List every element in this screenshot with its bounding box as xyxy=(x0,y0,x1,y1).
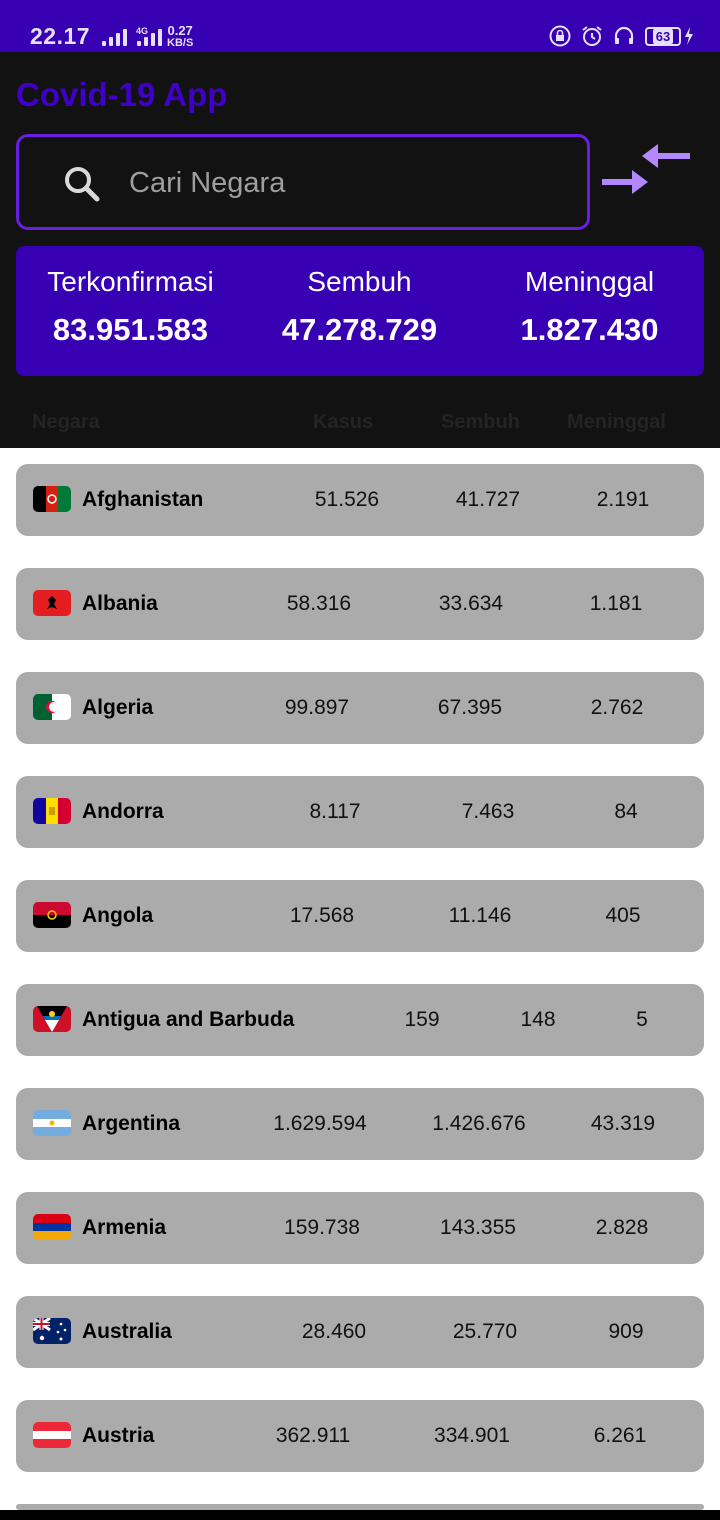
country-name: Algeria xyxy=(82,696,154,719)
table-row[interactable]: Armenia 159.738 143.355 2.828 xyxy=(16,1192,704,1264)
armenia-flag xyxy=(33,1214,71,1240)
deaths-value: 43.319 xyxy=(590,1112,656,1135)
deaths-label: Meninggal xyxy=(524,266,655,297)
deaths-value: 909 xyxy=(608,1320,644,1343)
country-name: Antigua and Barbuda xyxy=(82,1008,295,1031)
signal-icon xyxy=(102,24,127,46)
lock-icon xyxy=(549,25,571,47)
status-time: 22.17 xyxy=(30,23,91,49)
angola-flag xyxy=(33,902,71,928)
deaths-value: 5 xyxy=(636,1008,648,1031)
table-row[interactable]: Argentina 1.629.594 1.426.676 43.319 xyxy=(16,1088,704,1160)
country-name: Armenia xyxy=(82,1216,167,1239)
headphones-icon xyxy=(613,25,635,47)
cases-value: 159 xyxy=(404,1008,440,1031)
cases-value: 159.738 xyxy=(284,1216,360,1239)
recovered-value: 11.146 xyxy=(448,904,512,927)
battery-level: 63 xyxy=(652,28,674,44)
country-name: Afghanistan xyxy=(82,488,204,511)
column-header-country: Negara xyxy=(32,411,100,433)
austria-flag xyxy=(33,1422,71,1448)
recovered-label: Sembuh xyxy=(307,266,412,297)
algeria-flag xyxy=(33,694,71,720)
summary-card: Terkonfirmasi 83.951.583 Sembuh 47.278.7… xyxy=(16,246,704,376)
cases-value: 58.316 xyxy=(286,592,352,615)
andorra-flag xyxy=(33,798,71,824)
table-row-partial[interactable] xyxy=(16,1504,704,1510)
app-title: Covid-19 App xyxy=(16,76,228,113)
cases-value: 51.526 xyxy=(314,488,380,511)
network-speed-unit: KB/S xyxy=(167,37,194,49)
recovered-value: 41.727 xyxy=(455,488,521,511)
column-header-deaths: Meninggal xyxy=(567,411,666,433)
table-row[interactable]: Austria 362.911 334.901 6.261 xyxy=(16,1400,704,1472)
confirmed-label: Terkonfirmasi xyxy=(47,266,214,297)
table-row[interactable]: Albania 58.316 33.634 1.181 xyxy=(16,568,704,640)
cases-value: 8.117 xyxy=(309,800,361,823)
table-row[interactable]: Angola 17.568 11.146 405 xyxy=(16,880,704,952)
search-box[interactable] xyxy=(16,134,590,230)
antigua-flag xyxy=(33,1006,71,1032)
albania-flag xyxy=(33,590,71,616)
recovered-value: 1.426.676 xyxy=(432,1112,526,1135)
recovered-value: 47.278.729 xyxy=(281,312,438,347)
recovered-value: 25.770 xyxy=(452,1320,518,1343)
cases-value: 17.568 xyxy=(289,904,355,927)
navigation-bar xyxy=(0,1510,720,1520)
deaths-value: 6.261 xyxy=(593,1424,647,1447)
country-name: Angola xyxy=(82,904,154,927)
country-name: Australia xyxy=(82,1320,172,1343)
recovered-value: 67.395 xyxy=(437,696,503,719)
table-row[interactable]: Antigua and Barbuda 159 148 5 xyxy=(16,984,704,1056)
argentina-flag xyxy=(33,1110,71,1136)
cases-value: 28.460 xyxy=(301,1320,367,1343)
deaths-summary: Meninggal 1.827.430 xyxy=(475,266,704,348)
deaths-value: 2.191 xyxy=(596,488,650,511)
deaths-value: 405 xyxy=(605,904,641,927)
sort-button[interactable] xyxy=(600,140,694,202)
deaths-value: 1.827.430 xyxy=(520,312,659,347)
table-row[interactable]: Australia 28.460 25.770 909 xyxy=(16,1296,704,1368)
status-icons: 63 xyxy=(549,25,694,47)
cases-value: 362.911 xyxy=(275,1424,351,1447)
cases-value: 1.629.594 xyxy=(273,1112,367,1135)
deaths-value: 2.762 xyxy=(590,696,644,719)
deaths-value: 2.828 xyxy=(595,1216,649,1239)
country-name: Albania xyxy=(82,592,158,615)
country-name: Argentina xyxy=(82,1112,181,1135)
confirmed-value: 83.951.583 xyxy=(52,312,209,347)
confirmed-summary: Terkonfirmasi 83.951.583 xyxy=(16,266,245,348)
cases-value: 99.897 xyxy=(284,696,350,719)
afghanistan-flag xyxy=(33,486,71,512)
battery-icon: 63 xyxy=(645,26,694,46)
recovered-summary: Sembuh 47.278.729 xyxy=(245,266,474,348)
deaths-value: 1.181 xyxy=(589,592,643,615)
country-name: Austria xyxy=(82,1424,155,1447)
network-label: 4G xyxy=(136,26,149,36)
deaths-value: 84 xyxy=(614,800,638,823)
swap-arrows-icon xyxy=(600,144,694,206)
search-input[interactable] xyxy=(129,163,559,203)
alarm-icon xyxy=(581,25,603,47)
recovered-value: 7.463 xyxy=(461,800,515,823)
column-header-recovered: Sembuh xyxy=(441,411,520,433)
table-row[interactable]: Andorra 8.117 7.463 84 xyxy=(16,776,704,848)
column-header-cases: Kasus xyxy=(313,411,374,433)
recovered-value: 334.901 xyxy=(434,1424,510,1447)
charging-icon xyxy=(684,27,694,45)
status-bar: 22.17 4G 0.27 KB/S 63 xyxy=(0,0,720,52)
recovered-value: 143.355 xyxy=(440,1216,516,1239)
recovered-value: 148 xyxy=(520,1008,556,1031)
signal-icon-secondary xyxy=(137,24,162,46)
recovered-value: 33.634 xyxy=(438,592,504,615)
network-speed: 0.27 KB/S xyxy=(167,24,193,50)
network-speed-value: 0.27 xyxy=(167,23,193,38)
australia-flag xyxy=(33,1318,71,1344)
country-name: Andorra xyxy=(82,800,164,823)
table-row[interactable]: Algeria 99.897 67.395 2.762 xyxy=(16,672,704,744)
search-icon xyxy=(63,165,101,208)
table-row[interactable]: Afghanistan 51.526 41.727 2.191 xyxy=(16,464,704,536)
